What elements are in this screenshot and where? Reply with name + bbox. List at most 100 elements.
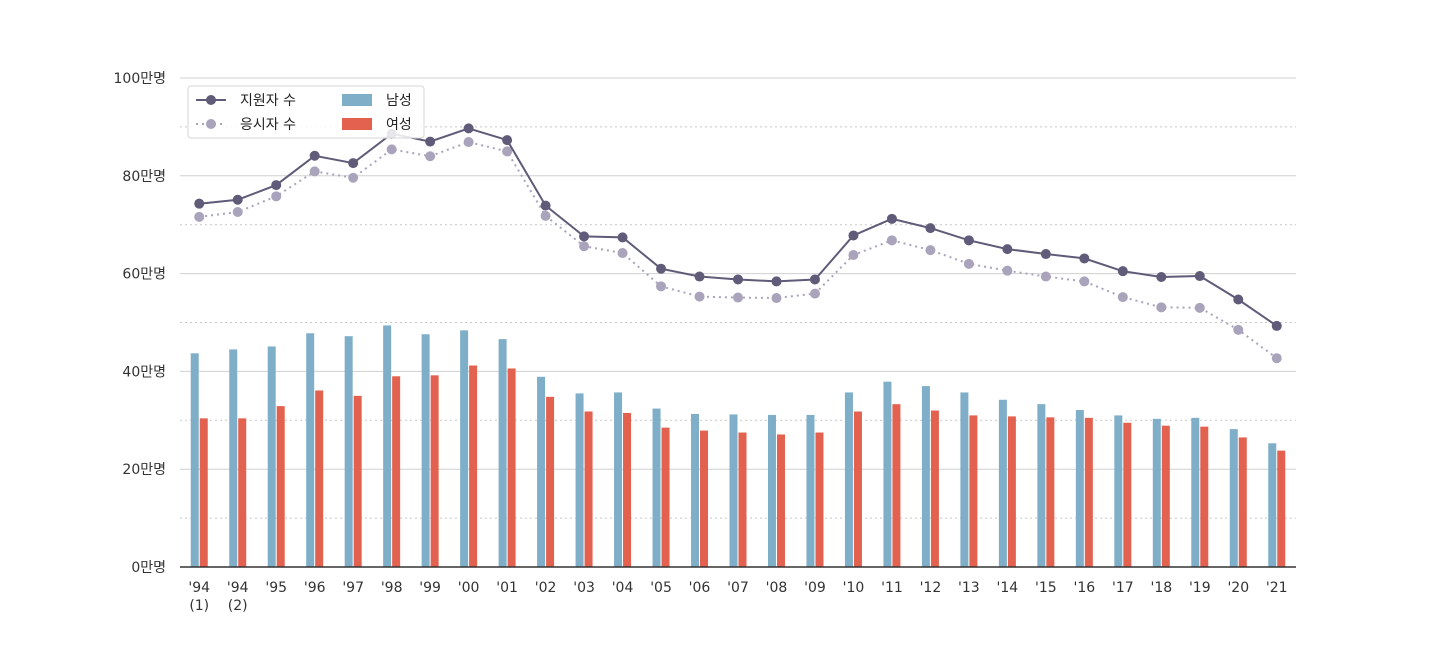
examinees-point [694,291,705,302]
bar-male [190,353,199,567]
legend-bar-swatch [342,118,372,130]
x-tick-label-line: '18 [1150,580,1172,596]
x-tick-label: '06 [689,580,711,596]
applicants-point [1079,253,1090,264]
bar-female [276,406,285,567]
bar-female [1007,416,1016,567]
examinees-point [771,293,782,304]
bar-female [892,404,901,567]
x-tick-label-line: '99 [419,580,441,596]
applicants-point [925,223,936,234]
bar-female [1046,417,1055,567]
bar-female [969,415,978,567]
x-tick-label: '04 [612,580,634,596]
x-tick-label: '07 [727,580,749,596]
bar-female [392,376,401,567]
y-tick-label: 80만명 [122,169,166,185]
bar-male [1229,429,1238,567]
examinees-point [886,235,897,246]
x-tick-label-line: '14 [997,580,1019,596]
applicants-point [194,198,205,209]
bar-male [575,393,584,567]
x-tick-label-line: '96 [304,580,326,596]
x-tick-label-line: '08 [766,580,788,596]
bar-male [921,386,930,567]
bar-male [383,325,392,567]
x-tick-label: '09 [804,580,826,596]
x-tick-label-line: (2) [228,598,248,614]
applicants-point [1040,249,1051,260]
x-tick-label-line: '03 [573,580,595,596]
bar-female [469,365,478,567]
x-tick-label: '98 [381,580,403,596]
examinees-point [502,146,513,157]
examinees-point [1040,271,1051,282]
x-tick-label: '14 [997,580,1019,596]
bar-male [229,349,238,567]
applicants-point [1271,320,1282,331]
bar-female [700,430,709,567]
applicants-point [1156,272,1167,283]
applicants-point [540,200,551,211]
bar-male [960,392,969,567]
bar-female [199,418,208,567]
bar-female [853,411,862,567]
bar-male [729,414,738,567]
x-tick-label-line: '98 [381,580,403,596]
bar-male [460,330,469,567]
applicants-point [579,231,590,242]
bar-male [1191,417,1200,567]
applicants-point [232,194,243,205]
x-tick-label: '94 (1) [188,580,210,614]
y-tick-label: 40만명 [122,364,166,380]
bar-male [1075,410,1084,567]
bar-male [806,414,815,567]
x-tick-label: '95 [265,580,287,596]
x-tick-label-line: '01 [496,580,518,596]
x-tick-label-line: '97 [342,580,364,596]
applicants-point [463,123,474,134]
x-tick-label: '01 [496,580,518,596]
bar-male [344,336,353,567]
examinees-point [425,151,436,162]
x-axis: '94 (1)'94 (2)'95'96'97'98'99'00'01'02'03 '… [180,566,1296,614]
x-tick-label: '10 [843,580,865,596]
x-tick-label-line: '12 [920,580,942,596]
bar-male [306,333,315,567]
applicants-point [1002,244,1013,255]
bar-male [652,408,661,567]
x-tick-label-line: '11 [881,580,903,596]
x-tick-label-line: '16 [1074,580,1096,596]
x-tick-label: '11 [881,580,903,596]
x-tick-label: '97 [342,580,364,596]
examinees-point [463,137,474,148]
applicants-point [963,235,974,246]
x-tick-label: '03 [573,580,595,596]
x-tick-label: '17 [1112,580,1134,596]
applicants-point [886,213,897,224]
x-tick-label: '13 [958,580,980,596]
examinees-point [386,144,397,155]
x-tick-label-line: '06 [689,580,711,596]
legend-label: 여성 [386,117,412,133]
bar-male [267,346,276,567]
lines-layer [194,123,1282,364]
bar-male [883,381,892,567]
bar-female [1084,417,1093,567]
bar-male [498,339,507,567]
applicants-point [733,274,743,285]
x-tick-label: '08 [766,580,788,596]
examinees-point [925,245,936,256]
applicants-point [348,158,359,169]
bar-male [537,376,546,567]
bar-male [614,392,623,567]
bar-female [815,432,824,567]
bars-layer [190,325,1286,567]
legend-marker-swatch [206,95,216,105]
examinees-line [199,141,1278,360]
bar-male [1268,443,1277,567]
legend-label: 지원자 수 [240,93,296,109]
legend-label: 남성 [386,93,412,109]
applicants-point [694,271,705,282]
